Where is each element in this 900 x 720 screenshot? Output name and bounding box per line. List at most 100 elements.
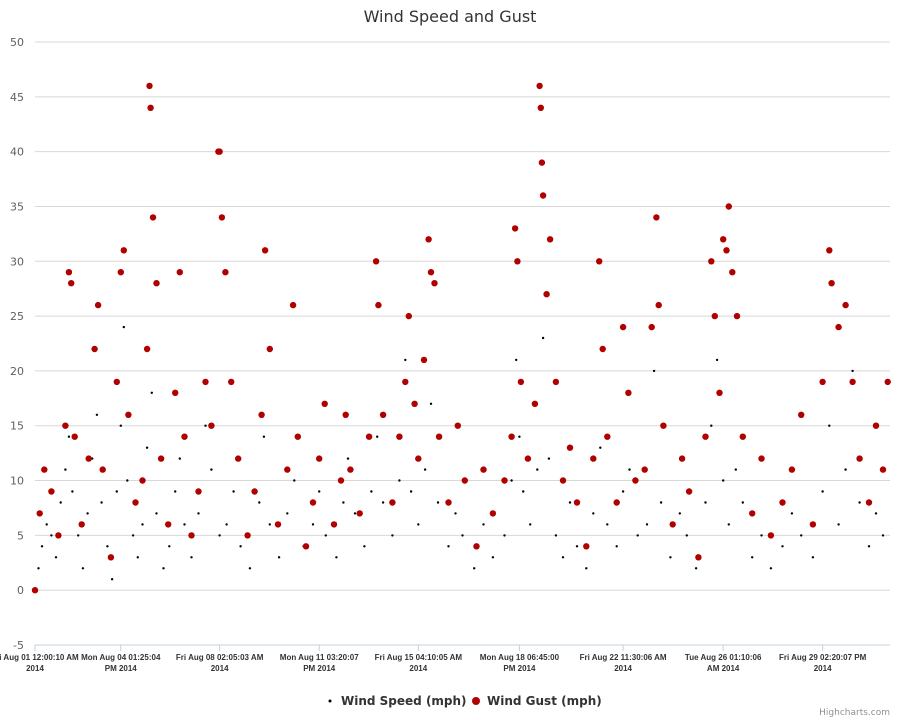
speed-point[interactable] — [547, 457, 551, 460]
speed-point[interactable] — [606, 523, 609, 526]
gust-point[interactable] — [117, 269, 125, 276]
speed-point[interactable] — [141, 523, 144, 526]
gust-point[interactable] — [543, 291, 550, 298]
speed-point[interactable] — [136, 556, 139, 559]
speed-point[interactable] — [174, 490, 177, 493]
speed-point[interactable] — [54, 556, 58, 559]
speed-point[interactable] — [106, 545, 109, 548]
gust-point[interactable] — [188, 532, 195, 539]
gust-point[interactable] — [819, 378, 826, 386]
speed-point[interactable] — [704, 501, 707, 504]
gust-point[interactable] — [739, 433, 746, 440]
speed-point[interactable] — [541, 336, 545, 340]
gust-point[interactable] — [139, 477, 146, 484]
speed-point[interactable] — [503, 534, 506, 537]
gust-point[interactable] — [517, 378, 525, 386]
gust-point[interactable] — [55, 532, 62, 539]
speed-point[interactable] — [669, 556, 672, 559]
speed-point[interactable] — [592, 512, 595, 515]
gust-point[interactable] — [655, 301, 662, 309]
gust-point[interactable] — [309, 499, 317, 506]
gust-point[interactable] — [733, 312, 741, 320]
gust-point[interactable] — [729, 269, 736, 276]
gust-point[interactable] — [149, 214, 157, 221]
gust-point[interactable] — [702, 433, 709, 440]
speed-point[interactable] — [204, 424, 207, 427]
gust-point[interactable] — [865, 499, 873, 506]
gust-point[interactable] — [85, 455, 92, 462]
gust-point[interactable] — [113, 378, 121, 386]
speed-point[interactable] — [621, 490, 625, 493]
speed-point[interactable] — [178, 457, 181, 460]
speed-point[interactable] — [769, 567, 773, 570]
gust-point[interactable] — [596, 258, 603, 265]
gust-point[interactable] — [91, 345, 98, 353]
speed-point[interactable] — [262, 435, 266, 438]
speed-point[interactable] — [391, 534, 394, 537]
gust-point[interactable] — [153, 280, 160, 287]
speed-point[interactable] — [461, 534, 464, 537]
speed-point[interactable] — [59, 501, 62, 504]
speed-point[interactable] — [636, 534, 639, 537]
gust-point[interactable] — [62, 422, 69, 429]
speed-point[interactable] — [858, 501, 861, 504]
speed-point[interactable] — [734, 468, 737, 471]
speed-point[interactable] — [168, 545, 171, 548]
gust-point[interactable] — [511, 225, 519, 232]
gust-point[interactable] — [165, 521, 172, 528]
gust-point[interactable] — [284, 466, 291, 473]
gust-point[interactable] — [389, 499, 396, 506]
gust-point[interactable] — [445, 499, 452, 506]
gust-point[interactable] — [36, 510, 43, 517]
speed-point[interactable] — [811, 556, 815, 559]
speed-point[interactable] — [409, 490, 413, 493]
speed-point[interactable] — [568, 501, 572, 504]
gust-point[interactable] — [342, 411, 349, 418]
gust-point[interactable] — [708, 258, 715, 265]
gust-point[interactable] — [302, 543, 310, 550]
gust-point[interactable] — [244, 532, 251, 539]
gust-point[interactable] — [347, 466, 354, 473]
gust-point[interactable] — [208, 422, 215, 429]
speed-point[interactable] — [645, 523, 649, 526]
gust-point[interactable] — [788, 466, 796, 473]
gust-point[interactable] — [372, 258, 380, 265]
speed-point[interactable] — [155, 512, 158, 515]
gust-point[interactable] — [427, 269, 435, 276]
speed-point[interactable] — [37, 567, 40, 570]
speed-point[interactable] — [115, 490, 119, 493]
gust-point[interactable] — [321, 400, 328, 407]
gust-point[interactable] — [266, 345, 273, 353]
gust-point[interactable] — [454, 422, 461, 429]
speed-point[interactable] — [781, 545, 784, 548]
gust-point[interactable] — [65, 269, 73, 276]
speed-point[interactable] — [376, 435, 379, 438]
gust-point[interactable] — [489, 510, 497, 517]
gust-point[interactable] — [480, 466, 487, 473]
gust-point[interactable] — [222, 269, 229, 276]
gust-point[interactable] — [641, 466, 648, 473]
gust-point[interactable] — [473, 543, 480, 550]
speed-point[interactable] — [119, 424, 123, 427]
speed-point[interactable] — [844, 468, 847, 471]
gust-point[interactable] — [842, 301, 849, 309]
speed-point[interactable] — [536, 468, 539, 471]
speed-point[interactable] — [335, 556, 338, 559]
gust-point[interactable] — [31, 587, 39, 594]
gust-point[interactable] — [826, 247, 833, 254]
speed-point[interactable] — [324, 534, 327, 537]
gust-point[interactable] — [41, 466, 48, 473]
gust-point[interactable] — [604, 433, 611, 440]
gust-point[interactable] — [375, 301, 382, 309]
gust-point[interactable] — [725, 203, 732, 210]
gust-point[interactable] — [501, 477, 508, 484]
speed-point[interactable] — [404, 358, 407, 362]
speed-point[interactable] — [197, 512, 200, 515]
speed-point[interactable] — [518, 435, 521, 438]
speed-point[interactable] — [447, 545, 450, 548]
speed-point[interactable] — [454, 512, 457, 515]
gust-point[interactable] — [251, 488, 258, 495]
gust-point[interactable] — [294, 433, 301, 440]
speed-point[interactable] — [293, 479, 296, 482]
speed-point[interactable] — [482, 523, 485, 526]
